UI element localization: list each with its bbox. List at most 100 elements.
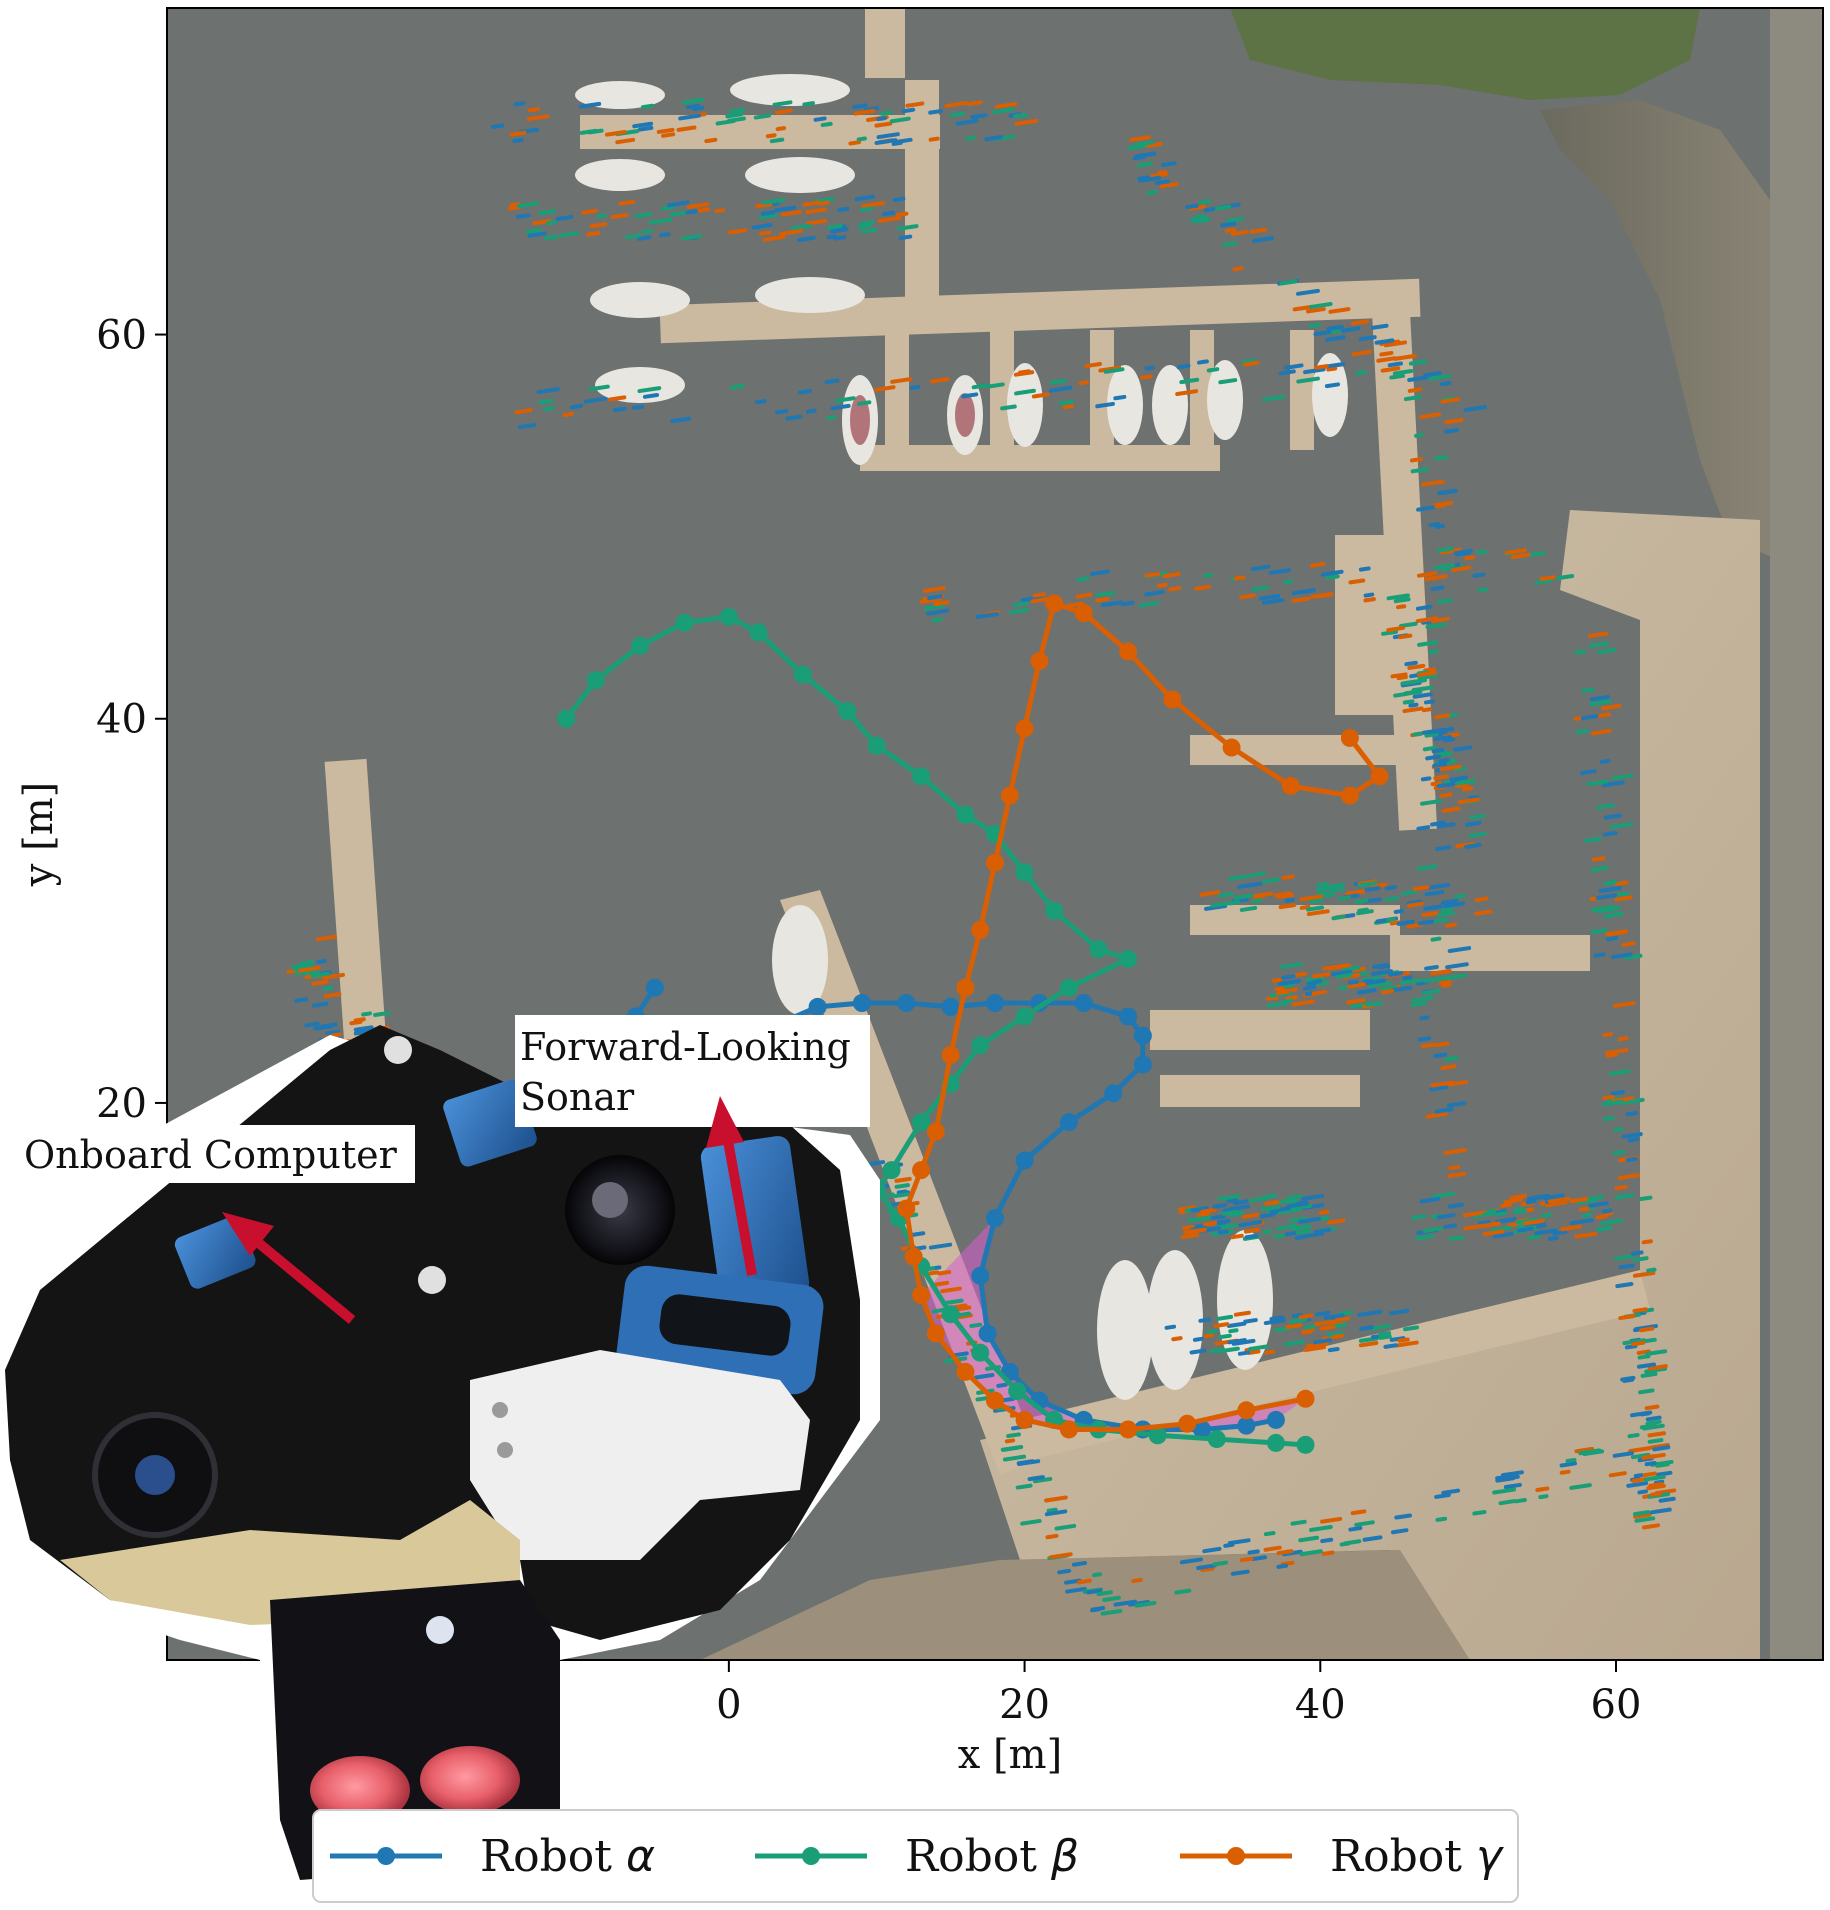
sonar-return [1611, 773, 1633, 781]
sonar-return [1428, 649, 1439, 655]
sonar-return [1589, 699, 1612, 707]
sonar-return [1613, 891, 1630, 898]
sonar-return [1340, 326, 1361, 333]
sonar-return [648, 217, 673, 225]
series-point [1059, 1420, 1078, 1439]
sonar-return [805, 207, 827, 215]
sonar-return [1454, 782, 1469, 789]
sonar-return [1490, 1225, 1512, 1233]
series-point [1178, 1414, 1197, 1433]
sonar-return [1278, 903, 1297, 910]
sonar-return [1638, 1388, 1655, 1395]
sonar-return [1421, 727, 1446, 735]
sonar-return [1294, 971, 1308, 978]
sonar-return [1258, 593, 1281, 601]
sonar-return [1263, 1545, 1282, 1552]
sonar-return [1113, 1599, 1138, 1607]
sonar-return [1587, 631, 1609, 639]
sonar-return [1160, 161, 1177, 167]
sonar-return [893, 1192, 910, 1199]
sonar-return [1435, 1516, 1448, 1522]
sonar-return [1415, 616, 1439, 624]
sonar-return [1417, 640, 1439, 647]
sonar-return [704, 137, 718, 144]
series-robot-2 [557, 607, 1315, 1454]
sonar-return [1394, 1513, 1413, 1520]
sonar-return [754, 399, 767, 405]
sonar-return [634, 212, 653, 219]
sonar-return [294, 969, 314, 976]
sonar-return [1372, 962, 1390, 969]
sonar-return [1428, 373, 1452, 381]
sonar-return [1330, 969, 1352, 977]
sonar-return [923, 603, 945, 611]
sonar-return [1031, 392, 1050, 399]
sonar-return [1127, 143, 1147, 151]
sonar-return [1210, 1214, 1226, 1221]
rov-light-left [310, 1756, 410, 1824]
legend-entry: Robot α [330, 1831, 655, 1882]
sonar-return [1212, 1560, 1229, 1567]
series-point [719, 607, 738, 626]
sonar-return [1319, 1209, 1330, 1215]
sonar-return [1327, 1346, 1340, 1353]
sonar-return [994, 101, 1018, 109]
sonar-return [1628, 1446, 1652, 1454]
sonar-return [1033, 1476, 1053, 1484]
sonar-return [1464, 555, 1476, 561]
sonar-return [1474, 896, 1489, 902]
sonar-return [1575, 728, 1590, 735]
sonar-return [1435, 845, 1452, 851]
sonar-return [1086, 1588, 1103, 1595]
plot-frame [166, 7, 1824, 1661]
sonar-return [525, 227, 542, 234]
rov-knob-1 [384, 1036, 412, 1064]
sonar-return [610, 213, 629, 220]
sonar-return [833, 235, 847, 241]
sonar-return [1054, 1523, 1077, 1531]
sonar-return [1320, 569, 1344, 577]
sonar-return [1045, 1533, 1059, 1540]
sonar-return [1410, 1001, 1428, 1008]
sonar-return [1419, 1196, 1441, 1204]
sonar-return [1387, 361, 1403, 368]
sonar-return [637, 386, 662, 394]
sonar-return [927, 594, 943, 601]
sonar-return [1552, 1230, 1568, 1236]
sonar-return [715, 119, 736, 126]
sonar-return [661, 132, 676, 138]
rov-thruster-hub [135, 1455, 175, 1495]
sonar-return [1071, 1561, 1088, 1567]
sonar-return [1649, 1491, 1663, 1497]
sonar-return [937, 1270, 952, 1276]
sonar-return [1655, 1470, 1673, 1477]
sonar-return [813, 116, 827, 122]
sonar-return [1237, 1350, 1251, 1356]
sonar-return [1383, 340, 1407, 348]
sonar-return [612, 406, 627, 413]
sonar-return [1415, 604, 1433, 611]
callouts: Onboard Computer Forward-Looking Sonar [10, 1015, 870, 1324]
series-point [1030, 652, 1049, 671]
sonar-return [1129, 135, 1151, 142]
sonar-return [353, 1017, 366, 1023]
sonar-return [1380, 366, 1401, 373]
sonar-return [515, 213, 531, 219]
series-point [586, 671, 605, 690]
sonar-return [1568, 1196, 1591, 1204]
sonar-return [1559, 1469, 1571, 1475]
sonar-return [1138, 601, 1160, 608]
sonar-return [1425, 622, 1448, 629]
sonar-return [1453, 745, 1473, 752]
sonar-return [1140, 374, 1153, 380]
sonar-return [1617, 1036, 1629, 1042]
sonar-return [685, 209, 698, 215]
series-point [1193, 1420, 1211, 1439]
series-point [793, 665, 812, 684]
sonar-return [1050, 378, 1068, 385]
sonar-return [857, 223, 872, 229]
sonar-return [1325, 361, 1346, 369]
sonar-return [527, 231, 547, 238]
sonar-return [1454, 893, 1466, 899]
series-point [808, 997, 827, 1016]
